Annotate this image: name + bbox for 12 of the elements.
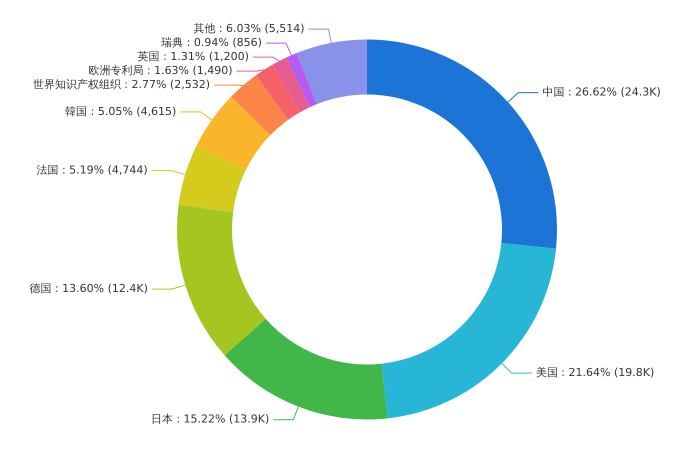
slice-label: 德国 : 13.60% (12.4K) [29,282,148,296]
slice-label: 美国 : 21.64% (19.8K) [536,366,654,380]
slice-label: 欧洲专利局 : 1.63% (1,490) [88,64,233,78]
donut-slice [382,243,556,418]
slice-label: 法国 : 5.19% (4,744) [36,164,148,177]
slice-label: 其他 : 6.03% (5,514) [193,22,305,36]
slice-label: 世界知识产权组织 : 2.77% (2,532) [32,78,210,92]
slice-label: 英国 : 1.31% (1,200) [138,50,249,64]
slice-label: 日本 : 15.22% (13.9K) [150,412,270,426]
slice-label: 中国 : 26.62% (24.3K) [542,86,661,99]
slice-label: 瑞典 : 0.94% (856) [161,36,262,50]
slice-label: 韓国 : 5.05% (4,615) [65,104,176,118]
